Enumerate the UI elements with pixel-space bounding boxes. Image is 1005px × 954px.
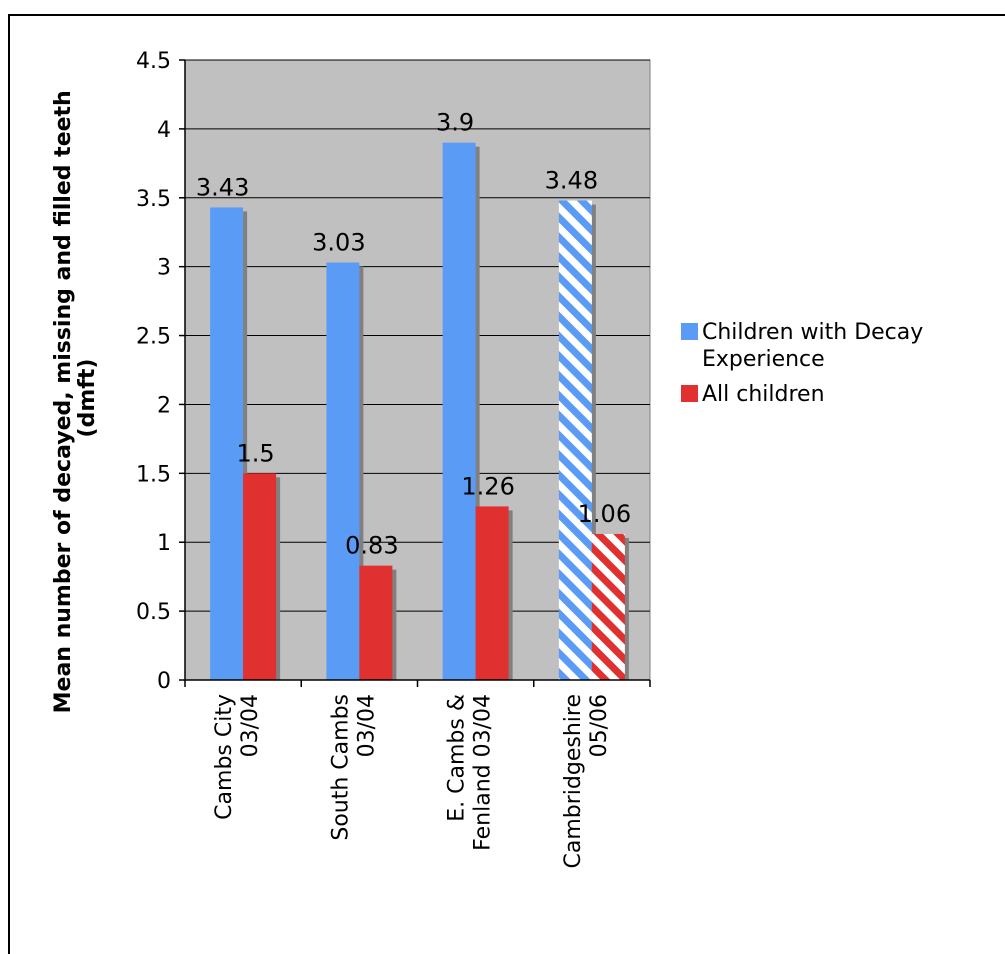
y-tick-label: 4: [157, 118, 171, 143]
y-tick-label: 2: [157, 393, 171, 418]
x-tick-label-line: 03/04: [238, 694, 263, 757]
legend-swatch: [681, 323, 698, 340]
x-tick-label-line: E. Cambs &: [445, 694, 470, 822]
legend-label: All children: [702, 382, 825, 407]
data-label: 1.5: [237, 439, 275, 467]
axes: [179, 59, 651, 687]
y-tick-label: 0.5: [136, 600, 171, 625]
bar-decay-experience-0: [210, 207, 244, 680]
bar-decay-experience-2: [442, 142, 476, 680]
x-tick-label: Cambs City03/04: [212, 694, 263, 820]
data-label: 3.43: [196, 173, 249, 201]
y-tick-label: 0: [157, 669, 171, 694]
y-tick-label: 4.5: [136, 49, 171, 74]
y-axis-title: Mean number of decayed, missing and fill…: [51, 83, 100, 714]
y-axis-title-line-2: (dmft): [75, 359, 100, 438]
y-axis-title-line-1: Mean number of decayed, missing and fill…: [51, 90, 76, 713]
data-label: 3.48: [545, 167, 598, 195]
x-tick-label-line: South Cambs: [328, 694, 353, 841]
y-tick-labels: 0 0.5 1 1.5 2 2.5 3 3.5 4 4.5: [136, 49, 171, 694]
bar-decay-experience-3: [558, 200, 592, 681]
x-tick-labels: Cambs City03/04 South Cambs03/04 E. Cambs …: [212, 694, 612, 868]
legend-swatch: [681, 385, 698, 402]
x-tick-label: E. Cambs &Fenland 03/04: [445, 694, 496, 851]
y-tick-label: 3: [157, 256, 171, 281]
x-tick-label-line: Cambs City: [212, 694, 237, 820]
legend-label: Experience: [702, 347, 825, 372]
x-tick-label: Cambridgeshire05/06: [561, 694, 612, 868]
data-label: 3.03: [312, 229, 365, 257]
x-tick-label-line: 05/06: [587, 694, 612, 757]
bar-decay-experience-1: [326, 262, 360, 680]
y-tick-label: 1: [157, 531, 171, 556]
data-label: 1.26: [461, 472, 514, 500]
bar-all-children-0: [243, 473, 277, 680]
y-tick-label: 2.5: [136, 325, 171, 350]
data-label: 3.9: [436, 109, 474, 137]
data-label: 0.83: [345, 532, 398, 560]
y-tick-label: 1.5: [136, 462, 171, 487]
data-label: 1.06: [578, 500, 631, 528]
y-tick-label: 3.5: [136, 187, 171, 212]
x-tick-label-line: 03/04: [354, 694, 379, 757]
x-tick-label-line: Fenland 03/04: [471, 694, 496, 851]
legend-label: Children with Decay: [702, 320, 923, 345]
data-labels: 3.43 1.5 3.03 0.83 3.9 1.26 3.48 1.06: [196, 109, 631, 560]
bars: [210, 142, 625, 681]
bar-all-children-2: [475, 506, 509, 680]
x-tick-label-line: Cambridgeshire: [561, 694, 586, 868]
bar-all-children-3: [591, 533, 625, 680]
bar-all-children-1: [359, 565, 393, 680]
x-tick-label: South Cambs03/04: [328, 694, 379, 841]
